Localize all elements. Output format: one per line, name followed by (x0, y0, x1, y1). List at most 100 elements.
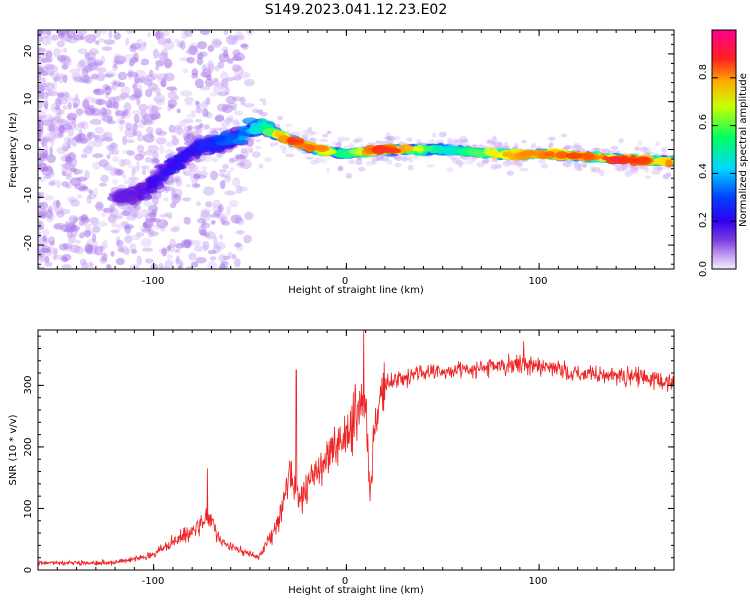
spectrogram-cell (309, 137, 315, 142)
spectrogram-cell (136, 96, 141, 106)
spectrogram-cell (520, 150, 537, 156)
spectrogram-cell (126, 30, 136, 34)
spectrogram-cell (196, 57, 204, 66)
spectrogram-cell (49, 240, 55, 246)
spectrogram-cell (87, 131, 96, 139)
spectrogram-cell (211, 38, 222, 48)
spectrogram-cell (171, 187, 176, 195)
spectrogram-cell (43, 82, 55, 91)
spectrogram-cell (383, 136, 394, 140)
spectrogram-cell (221, 78, 229, 88)
spectrogram-cell (167, 215, 173, 220)
spectrogram-cell (41, 228, 50, 236)
spectrogram-cell (221, 121, 230, 128)
spectrogram-cell (221, 220, 230, 226)
spectrogram-cell (130, 42, 142, 50)
spectrogram-cell (284, 123, 293, 128)
spectrogram-cell (64, 91, 70, 99)
spectrogram-cell (355, 136, 364, 142)
spectrogram-cell (408, 157, 413, 163)
spectrogram-cell (278, 144, 287, 150)
colorbar-ticks (712, 77, 736, 270)
spectrogram-cell (460, 161, 467, 165)
spectrogram-cell (116, 239, 124, 248)
spectrogram-cell (487, 139, 492, 143)
spectrogram-cell (83, 65, 93, 73)
spectrogram-cell (231, 56, 242, 61)
spectrogram-cell (193, 183, 200, 188)
spectrogram-cell (447, 137, 453, 144)
spectrogram-cell (85, 262, 94, 269)
spectrogram-cell (183, 216, 191, 225)
spectrogram-cell (243, 102, 255, 108)
spectrogram-cell (229, 167, 235, 172)
spectrogram-cell (78, 59, 87, 67)
spectrogram-cell (258, 163, 264, 169)
spectrogram-cell (48, 124, 56, 132)
spectrogram-cell (132, 212, 138, 218)
spectrogram-cell (131, 249, 137, 254)
spectrogram-cell (117, 246, 125, 253)
spectrogram-cell (62, 105, 67, 110)
spectrogram-cell (97, 38, 106, 43)
spectrogram-cell (105, 263, 111, 269)
spectrogram-cell (205, 97, 211, 106)
spectrogram-cell (402, 155, 411, 161)
spectrogram-cell (325, 168, 331, 173)
colorbar-tick-label: 0.8 (698, 64, 709, 80)
spectrogram-cell (269, 142, 275, 147)
spectrogram-cell (133, 113, 140, 124)
spectrogram-cell (259, 98, 267, 102)
spectrogram-cell (210, 220, 216, 225)
spectrogram-xtick-label: 0 (342, 276, 348, 287)
spectrogram-cell (96, 221, 108, 227)
spectrogram-cell (139, 75, 146, 84)
spectrogram-cell (78, 232, 85, 239)
spectrogram-cell (56, 210, 65, 218)
spectrogram-cell (49, 71, 55, 76)
spectrogram-cell (460, 139, 469, 143)
spectrogram-cell (104, 85, 112, 96)
spectrogram-cell (645, 175, 651, 180)
spectrogram-cell (432, 132, 437, 138)
spectrogram-cell (301, 133, 309, 140)
spectrogram-cell (173, 154, 183, 162)
spectrogram-cell (41, 139, 47, 148)
spectrogram-cell (138, 104, 149, 111)
spectrogram-cell (651, 169, 661, 175)
spectrogram-cell (180, 90, 193, 97)
spectrogram-cell (38, 82, 44, 92)
spectrogram-cell (274, 129, 283, 138)
spectrogram-cell (39, 214, 47, 219)
spectrogram-cell (38, 47, 47, 53)
spectrogram-cell (102, 137, 113, 142)
spectrogram-cell (78, 122, 85, 129)
spectrogram-cell (219, 234, 224, 240)
spectrogram-cell (134, 153, 145, 161)
spectrogram-cell (38, 231, 42, 238)
spectrogram-cell (218, 203, 224, 213)
spectrogram-cell (117, 82, 126, 88)
spectrogram-cell (356, 147, 363, 156)
spectrogram-cell (65, 173, 71, 180)
spectrogram-cell (337, 140, 342, 148)
spectrogram-cell (115, 110, 127, 117)
spectrogram-cell (80, 153, 88, 159)
spectrogram-cell (176, 161, 183, 169)
spectrogram-cell (92, 233, 97, 243)
spectrogram-cell (426, 164, 436, 168)
spectrogram-heatmap (38, 30, 674, 269)
spectrogram-cell (164, 212, 173, 217)
spectrogram-cell (136, 160, 140, 171)
spectrogram-cell (406, 137, 413, 142)
spectrogram-cell (125, 139, 135, 144)
spectrogram-cell (506, 170, 515, 176)
spectrogram-cell (152, 48, 160, 58)
spectrogram-cell (40, 35, 52, 46)
spectrogram-cell (87, 193, 97, 200)
spectrogram-cell (84, 170, 90, 180)
spectrogram-cell (73, 216, 79, 223)
spectrogram-cell (177, 266, 182, 269)
spectrogram-cell (214, 114, 225, 123)
spectrogram-cell (215, 140, 233, 146)
